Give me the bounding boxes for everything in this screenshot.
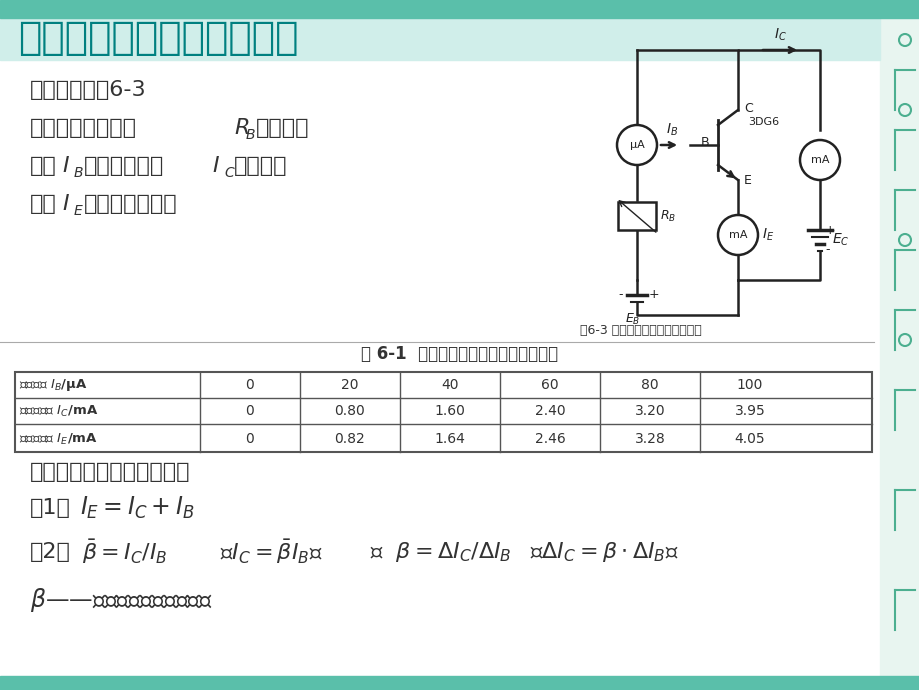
- Text: （1）: （1）: [30, 498, 71, 518]
- Text: 4.05: 4.05: [734, 432, 765, 446]
- Text: B: B: [74, 166, 84, 180]
- Text: $I_E$: $I_E$: [761, 227, 774, 243]
- Bar: [879, 0, 919, 690]
- Text: $I_B$: $I_B$: [665, 121, 677, 138]
- Text: 基极电流 $I_B$/μA: 基极电流 $I_B$/μA: [19, 377, 87, 393]
- Text: 二、三极管的电流放大作用: 二、三极管的电流放大作用: [18, 19, 298, 57]
- Text: 0: 0: [245, 404, 254, 418]
- Bar: [0, 0, 919, 18]
- Text: C: C: [743, 101, 752, 115]
- Text: 3.28: 3.28: [634, 432, 664, 446]
- Circle shape: [617, 125, 656, 165]
- Text: 3DG6: 3DG6: [747, 117, 778, 127]
- Text: 1.60: 1.60: [434, 404, 465, 418]
- Text: 2.46: 2.46: [534, 432, 565, 446]
- Text: 20: 20: [341, 378, 358, 392]
- Bar: [15, 372, 871, 452]
- Text: 实验电路如图6-3: 实验电路如图6-3: [30, 80, 146, 100]
- Text: 0.80: 0.80: [335, 404, 365, 418]
- Text: E: E: [74, 204, 83, 218]
- Text: E: E: [743, 173, 751, 186]
- Bar: [618, 202, 655, 230]
- Circle shape: [717, 215, 757, 255]
- Text: 0: 0: [245, 378, 254, 392]
- Text: 2.40: 2.40: [534, 404, 564, 418]
- Text: （2）: （2）: [30, 542, 71, 562]
- Text: （$\Delta \mathit{I}_C = \beta \cdot \Delta \mathit{I}_B$）: （$\Delta \mathit{I}_C = \beta \cdot \Del…: [529, 540, 678, 564]
- Text: （$\mathit{I}_C = \bar{\beta}\mathit{I}_B$）: （$\mathit{I}_C = \bar{\beta}\mathit{I}_B…: [220, 538, 323, 566]
- Text: $\bar{\beta} = \mathit{I}_C / \mathit{I}_B$: $\bar{\beta} = \mathit{I}_C / \mathit{I}…: [82, 538, 167, 566]
- Text: $I_E = I_C + I_B$: $I_E = I_C + I_B$: [80, 495, 195, 521]
- Text: 表 6-1  晶体管电流放大实验数据记录表: 表 6-1 晶体管电流放大实验数据记录表: [361, 345, 558, 363]
- Text: 改变基极可变电阻: 改变基极可变电阻: [30, 118, 137, 138]
- Text: $R$: $R$: [233, 118, 249, 138]
- Text: $\beta$——三极管的电流放大倍数: $\beta$——三极管的电流放大倍数: [30, 586, 213, 614]
- Bar: [0, 15, 879, 60]
- Text: 3.20: 3.20: [634, 404, 664, 418]
- Text: 发射极电流 $I_E$/mA: 发射极电流 $I_E$/mA: [19, 431, 97, 446]
- Text: 100: 100: [736, 378, 763, 392]
- Text: μA: μA: [629, 140, 643, 150]
- Text: 电流: 电流: [30, 156, 57, 176]
- Text: 60: 60: [540, 378, 558, 392]
- Text: $E_C$: $E_C$: [831, 232, 848, 248]
- Text: -: -: [824, 244, 829, 257]
- Text: 1.64: 1.64: [434, 432, 465, 446]
- Text: mA: mA: [728, 230, 746, 240]
- Text: ，发射极: ，发射极: [233, 156, 288, 176]
- Text: $I$: $I$: [62, 194, 70, 214]
- Text: B: B: [700, 135, 709, 148]
- Text: $I$: $I$: [211, 156, 220, 176]
- Circle shape: [800, 140, 839, 180]
- Text: +: +: [648, 288, 659, 302]
- Text: $R_B$: $R_B$: [659, 208, 675, 224]
- Text: ；  $\beta = \Delta \mathit{I}_C / \Delta \mathit{I}_B$: ； $\beta = \Delta \mathit{I}_C / \Delta …: [369, 540, 511, 564]
- Text: C: C: [223, 166, 233, 180]
- Text: -: -: [618, 288, 622, 302]
- Text: +: +: [824, 224, 834, 237]
- Text: $I$: $I$: [62, 156, 70, 176]
- Text: B: B: [245, 128, 255, 142]
- Bar: [0, 676, 919, 690]
- Text: mA: mA: [810, 155, 828, 165]
- Text: 电流: 电流: [30, 194, 57, 214]
- Text: 3.95: 3.95: [734, 404, 765, 418]
- Text: 0.82: 0.82: [335, 432, 365, 446]
- Text: 都跟着发生变化: 都跟着发生变化: [84, 194, 177, 214]
- Text: 0: 0: [245, 432, 254, 446]
- Text: 80: 80: [641, 378, 658, 392]
- Text: 集电极电流 $I_C$/mA: 集电极电流 $I_C$/mA: [19, 404, 98, 419]
- Text: ，集电极电流: ，集电极电流: [84, 156, 165, 176]
- Text: $I_C$: $I_C$: [773, 27, 786, 43]
- Text: 由实验数据可得如下结论：: 由实验数据可得如下结论：: [30, 462, 190, 482]
- Text: 40: 40: [441, 378, 459, 392]
- Text: 图6-3 晶体管电流放大的实验电路: 图6-3 晶体管电流放大的实验电路: [579, 324, 701, 337]
- Text: ，则基极: ，则基极: [255, 118, 309, 138]
- Text: $E_B$: $E_B$: [625, 312, 640, 327]
